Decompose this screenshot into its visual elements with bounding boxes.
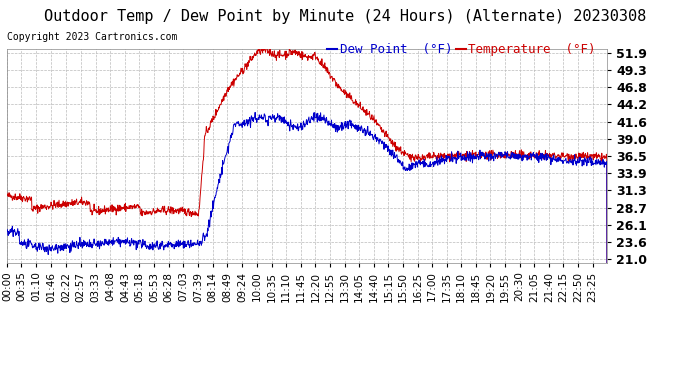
Legend: Dew Point  (°F), Temperature  (°F): Dew Point (°F), Temperature (°F) — [322, 38, 601, 61]
Text: Copyright 2023 Cartronics.com: Copyright 2023 Cartronics.com — [7, 32, 177, 42]
Text: Outdoor Temp / Dew Point by Minute (24 Hours) (Alternate) 20230308: Outdoor Temp / Dew Point by Minute (24 H… — [44, 9, 646, 24]
